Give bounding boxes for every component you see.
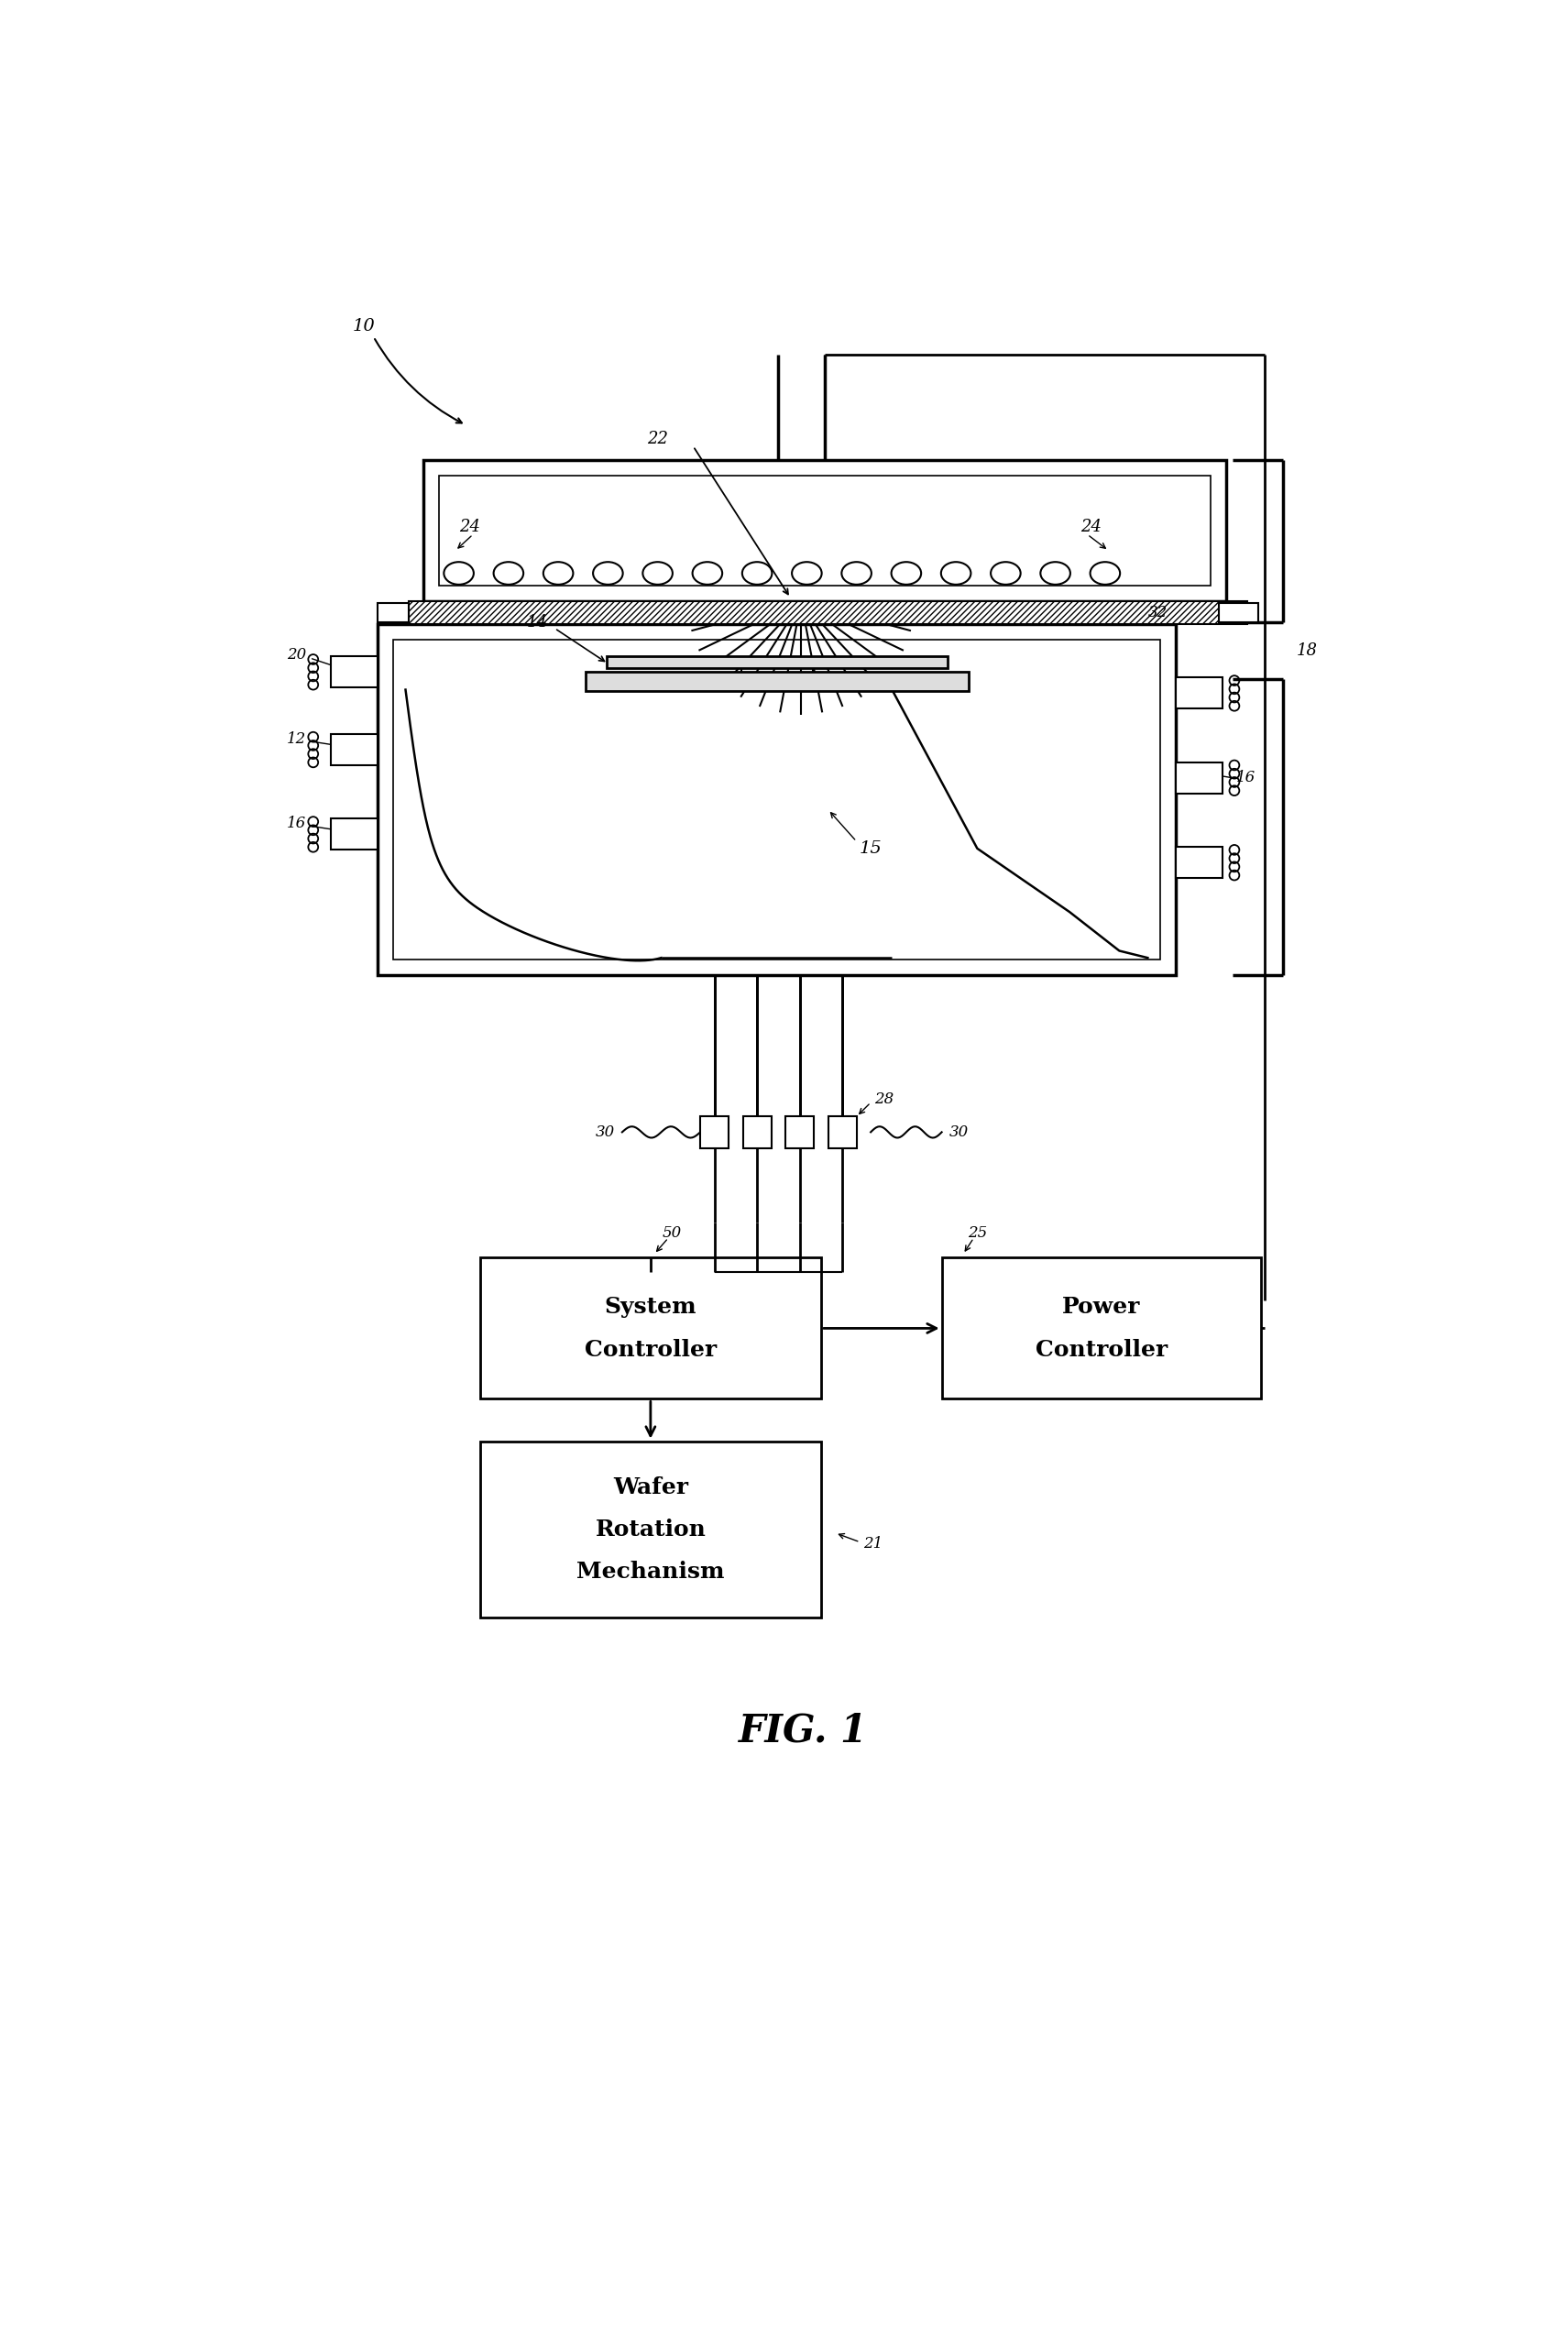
Bar — [378, 602, 409, 623]
Bar — [743, 1116, 771, 1149]
Text: Controller: Controller — [1035, 1339, 1168, 1360]
Bar — [942, 1258, 1261, 1400]
Bar — [480, 1258, 822, 1400]
Text: 12: 12 — [287, 732, 306, 746]
Text: 21: 21 — [864, 1537, 883, 1551]
Bar — [423, 460, 1226, 602]
Bar — [331, 818, 378, 851]
Bar — [331, 656, 378, 688]
Bar — [607, 656, 947, 670]
Text: System: System — [604, 1295, 696, 1318]
Bar — [828, 1116, 856, 1149]
Text: 16: 16 — [287, 816, 306, 832]
Bar — [1176, 763, 1223, 793]
Text: Wafer: Wafer — [613, 1476, 688, 1497]
Text: 24: 24 — [1080, 518, 1101, 535]
Text: 50: 50 — [662, 1225, 682, 1242]
Text: 16: 16 — [1237, 770, 1256, 786]
Text: 10: 10 — [353, 319, 375, 335]
Bar — [378, 623, 1176, 976]
Text: 32: 32 — [1148, 604, 1167, 621]
Text: Controller: Controller — [585, 1339, 717, 1360]
Bar — [409, 602, 1247, 623]
Bar — [1218, 602, 1258, 623]
Bar — [480, 1442, 822, 1618]
Text: 30: 30 — [949, 1125, 969, 1139]
Bar — [786, 1116, 814, 1149]
Text: 24: 24 — [459, 518, 480, 535]
Bar — [1176, 846, 1223, 879]
Bar — [331, 735, 378, 765]
Bar — [585, 672, 969, 691]
Bar — [701, 1116, 729, 1149]
Text: FIG. 1: FIG. 1 — [739, 1711, 867, 1751]
Text: 30: 30 — [596, 1125, 615, 1139]
Text: Mechanism: Mechanism — [577, 1560, 724, 1583]
Bar — [392, 639, 1160, 960]
Text: 15: 15 — [859, 839, 883, 856]
Text: 14: 14 — [527, 614, 547, 630]
Text: Power: Power — [1063, 1295, 1140, 1318]
Bar — [1176, 677, 1223, 709]
Text: 18: 18 — [1297, 642, 1319, 658]
Text: 25: 25 — [967, 1225, 986, 1242]
Bar — [439, 477, 1210, 586]
Text: 20: 20 — [287, 646, 306, 663]
Text: Rotation: Rotation — [596, 1518, 706, 1541]
Text: 28: 28 — [875, 1090, 894, 1107]
Text: 22: 22 — [648, 430, 668, 446]
